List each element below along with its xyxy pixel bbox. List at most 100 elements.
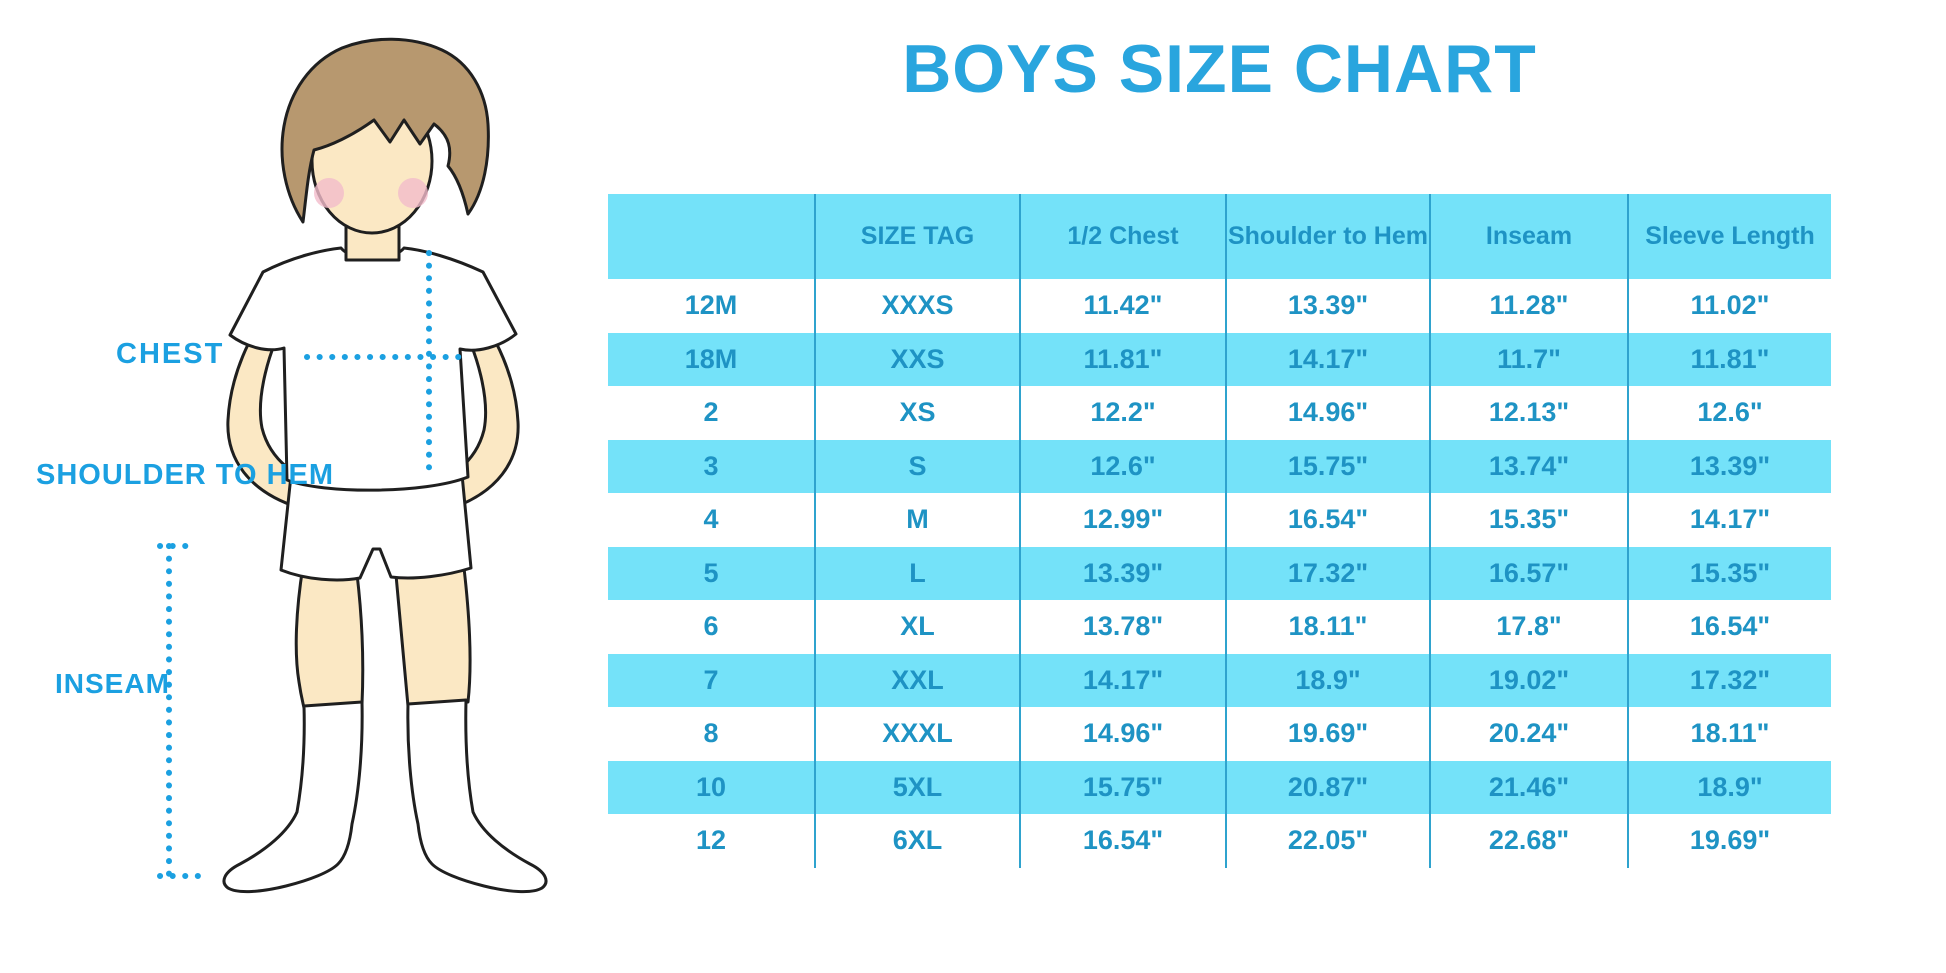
measurement-cell: 18.11" xyxy=(1225,600,1430,654)
hair xyxy=(280,37,490,224)
measurement-cell: 17.32" xyxy=(1627,653,1831,707)
measurement-cell: 5XL xyxy=(814,760,1020,814)
size-label-cell: 10 xyxy=(695,771,727,802)
boy-measurement-illustration xyxy=(157,37,548,894)
size-label-cell: 18M xyxy=(684,343,738,374)
measurement-cell: 11.81" xyxy=(1627,332,1831,386)
measurement-cell: 14.17" xyxy=(1019,653,1226,707)
column-header-inseam: Inseam xyxy=(1429,194,1628,279)
measurement-cell: 14.96" xyxy=(1225,386,1430,440)
measurement-cell: 18.9" xyxy=(1225,653,1430,707)
measurement-cell: 12.6" xyxy=(1627,386,1831,440)
left-blush xyxy=(314,178,344,208)
measurement-cell: 18.11" xyxy=(1627,707,1831,761)
column-header-1-2-chest: 1/2 Chest xyxy=(1019,194,1226,279)
table-row: 12M XXXS 11.42" 13.39" 11.28" 11.02" xyxy=(608,279,1831,333)
measurement-cell: 18.9" xyxy=(1627,760,1831,814)
table-row: 6 XL 13.78" 18.11" 17.8" 16.54" xyxy=(608,600,1831,654)
measurement-cell: XS xyxy=(814,386,1020,440)
measurement-cell: 12.2" xyxy=(1019,386,1226,440)
measurement-cell: 16.54" xyxy=(1627,600,1831,654)
measurement-cell: 11.7" xyxy=(1429,332,1628,386)
measurement-cell: 12.99" xyxy=(1019,493,1226,547)
right-sock xyxy=(406,698,548,894)
measurement-cell: 22.68" xyxy=(1429,814,1628,868)
size-table: SIZE TAG 1/2 Chest Shoulder to Hem Inseam Sl… xyxy=(608,194,1831,868)
size-label-cell: 5 xyxy=(703,557,719,588)
measurement-cell: 14.17" xyxy=(1225,332,1430,386)
measurement-cell: XXXS xyxy=(814,279,1020,333)
left-leg xyxy=(294,564,365,710)
measurement-cell: 16.54" xyxy=(1019,814,1226,868)
measurement-cell: 14.96" xyxy=(1019,707,1226,761)
measurement-cell: XXXL xyxy=(814,707,1020,761)
size-label-cell: 4 xyxy=(703,504,719,535)
measurement-cell: L xyxy=(814,546,1020,600)
measurement-cell: XXS xyxy=(814,332,1020,386)
measurement-cell: S xyxy=(814,439,1020,493)
size-label-cell: 3 xyxy=(703,450,719,481)
measurement-cell: 15.35" xyxy=(1627,546,1831,600)
size-label-cell: 12 xyxy=(695,825,727,856)
size-label-cell: 7 xyxy=(703,664,719,695)
measurement-cell: 13.74" xyxy=(1429,439,1628,493)
column-header-size xyxy=(608,194,815,279)
measurement-cell: 15.75" xyxy=(1019,760,1226,814)
size-table-head: SIZE TAG 1/2 Chest Shoulder to Hem Inseam Sl… xyxy=(608,194,1831,279)
measurement-cell: 19.69" xyxy=(1225,707,1430,761)
measurement-cell: 17.8" xyxy=(1429,600,1628,654)
table-row: 4 M 12.99" 16.54" 15.35" 14.17" xyxy=(608,493,1831,547)
measurement-cell: 22.05" xyxy=(1225,814,1430,868)
measurement-cell: 19.02" xyxy=(1429,653,1628,707)
column-header-sleeve-length: Sleeve Length xyxy=(1627,194,1831,279)
measurement-cell: 13.78" xyxy=(1019,600,1226,654)
table-row: 7 XXL 14.17" 18.9" 19.02" 17.32" xyxy=(608,653,1831,707)
right-leg xyxy=(394,566,472,708)
size-label-cell: 8 xyxy=(703,718,719,749)
shoulder-to-hem-label: SHOULDER TO HEM xyxy=(36,459,335,491)
measurement-cell: 11.42" xyxy=(1019,279,1226,333)
inseam-label: INSEAM xyxy=(55,668,170,699)
measurement-cell: 11.02" xyxy=(1627,279,1831,333)
t-shirt xyxy=(228,246,518,492)
measurement-cell: 13.39" xyxy=(1225,279,1430,333)
column-header-size-tag: SIZE TAG xyxy=(814,194,1020,279)
table-row: 2 XS 12.2" 14.96" 12.13" 12.6" xyxy=(608,386,1831,440)
measurement-cell: 15.75" xyxy=(1225,439,1430,493)
measurement-cell: 19.69" xyxy=(1627,814,1831,868)
measurement-cell: 13.39" xyxy=(1627,439,1831,493)
table-row: 5 L 13.39" 17.32" 16.57" 15.35" xyxy=(608,546,1831,600)
size-label-cell: 12M xyxy=(684,290,738,321)
table-row: 12 6XL 16.54" 22.05" 22.68" 19.69" xyxy=(608,814,1831,868)
measurement-cell: M xyxy=(814,493,1020,547)
measurement-cell: 12.6" xyxy=(1019,439,1226,493)
measurement-cell: 11.28" xyxy=(1429,279,1628,333)
measurement-cell: 14.17" xyxy=(1627,493,1831,547)
page-title: BOYS SIZE CHART xyxy=(902,31,1537,107)
measurement-cell: 16.57" xyxy=(1429,546,1628,600)
measurement-cell: 17.32" xyxy=(1225,546,1430,600)
table-row: 18M XXS 11.81" 14.17" 11.7" 11.81" xyxy=(608,332,1831,386)
column-header-shoulder-to-hem: Shoulder to Hem xyxy=(1225,194,1430,279)
left-sock xyxy=(222,700,364,894)
table-row: 10 5XL 15.75" 20.87" 21.46" 18.9" xyxy=(608,760,1831,814)
chest-label: CHEST xyxy=(116,338,225,370)
header-row: SIZE TAG 1/2 Chest Shoulder to Hem Inseam Sl… xyxy=(608,194,1831,279)
measurement-cell: XL xyxy=(814,600,1020,654)
right-blush xyxy=(398,178,428,208)
measurement-cell: 20.87" xyxy=(1225,760,1430,814)
measurement-cell: 11.81" xyxy=(1019,332,1226,386)
size-label-cell: 2 xyxy=(703,397,719,428)
measurement-cell: 15.35" xyxy=(1429,493,1628,547)
measurement-cell: 13.39" xyxy=(1019,546,1226,600)
measurement-lines xyxy=(157,250,465,879)
table-row: 3 S 12.6" 15.75" 13.74" 13.39" xyxy=(608,439,1831,493)
measurement-cell: 20.24" xyxy=(1429,707,1628,761)
size-label-cell: 6 xyxy=(703,611,719,642)
table-row: 8 XXXL 14.96" 19.69" 20.24" 18.11" xyxy=(608,707,1831,761)
size-table-body: 12M XXXS 11.42" 13.39" 11.28" 11.02" 18M XXS 11.… xyxy=(608,279,1831,868)
measurement-cell: 16.54" xyxy=(1225,493,1430,547)
measurement-cell: 21.46" xyxy=(1429,760,1628,814)
measurement-cell: 6XL xyxy=(814,814,1020,868)
measurement-cell: XXL xyxy=(814,653,1020,707)
